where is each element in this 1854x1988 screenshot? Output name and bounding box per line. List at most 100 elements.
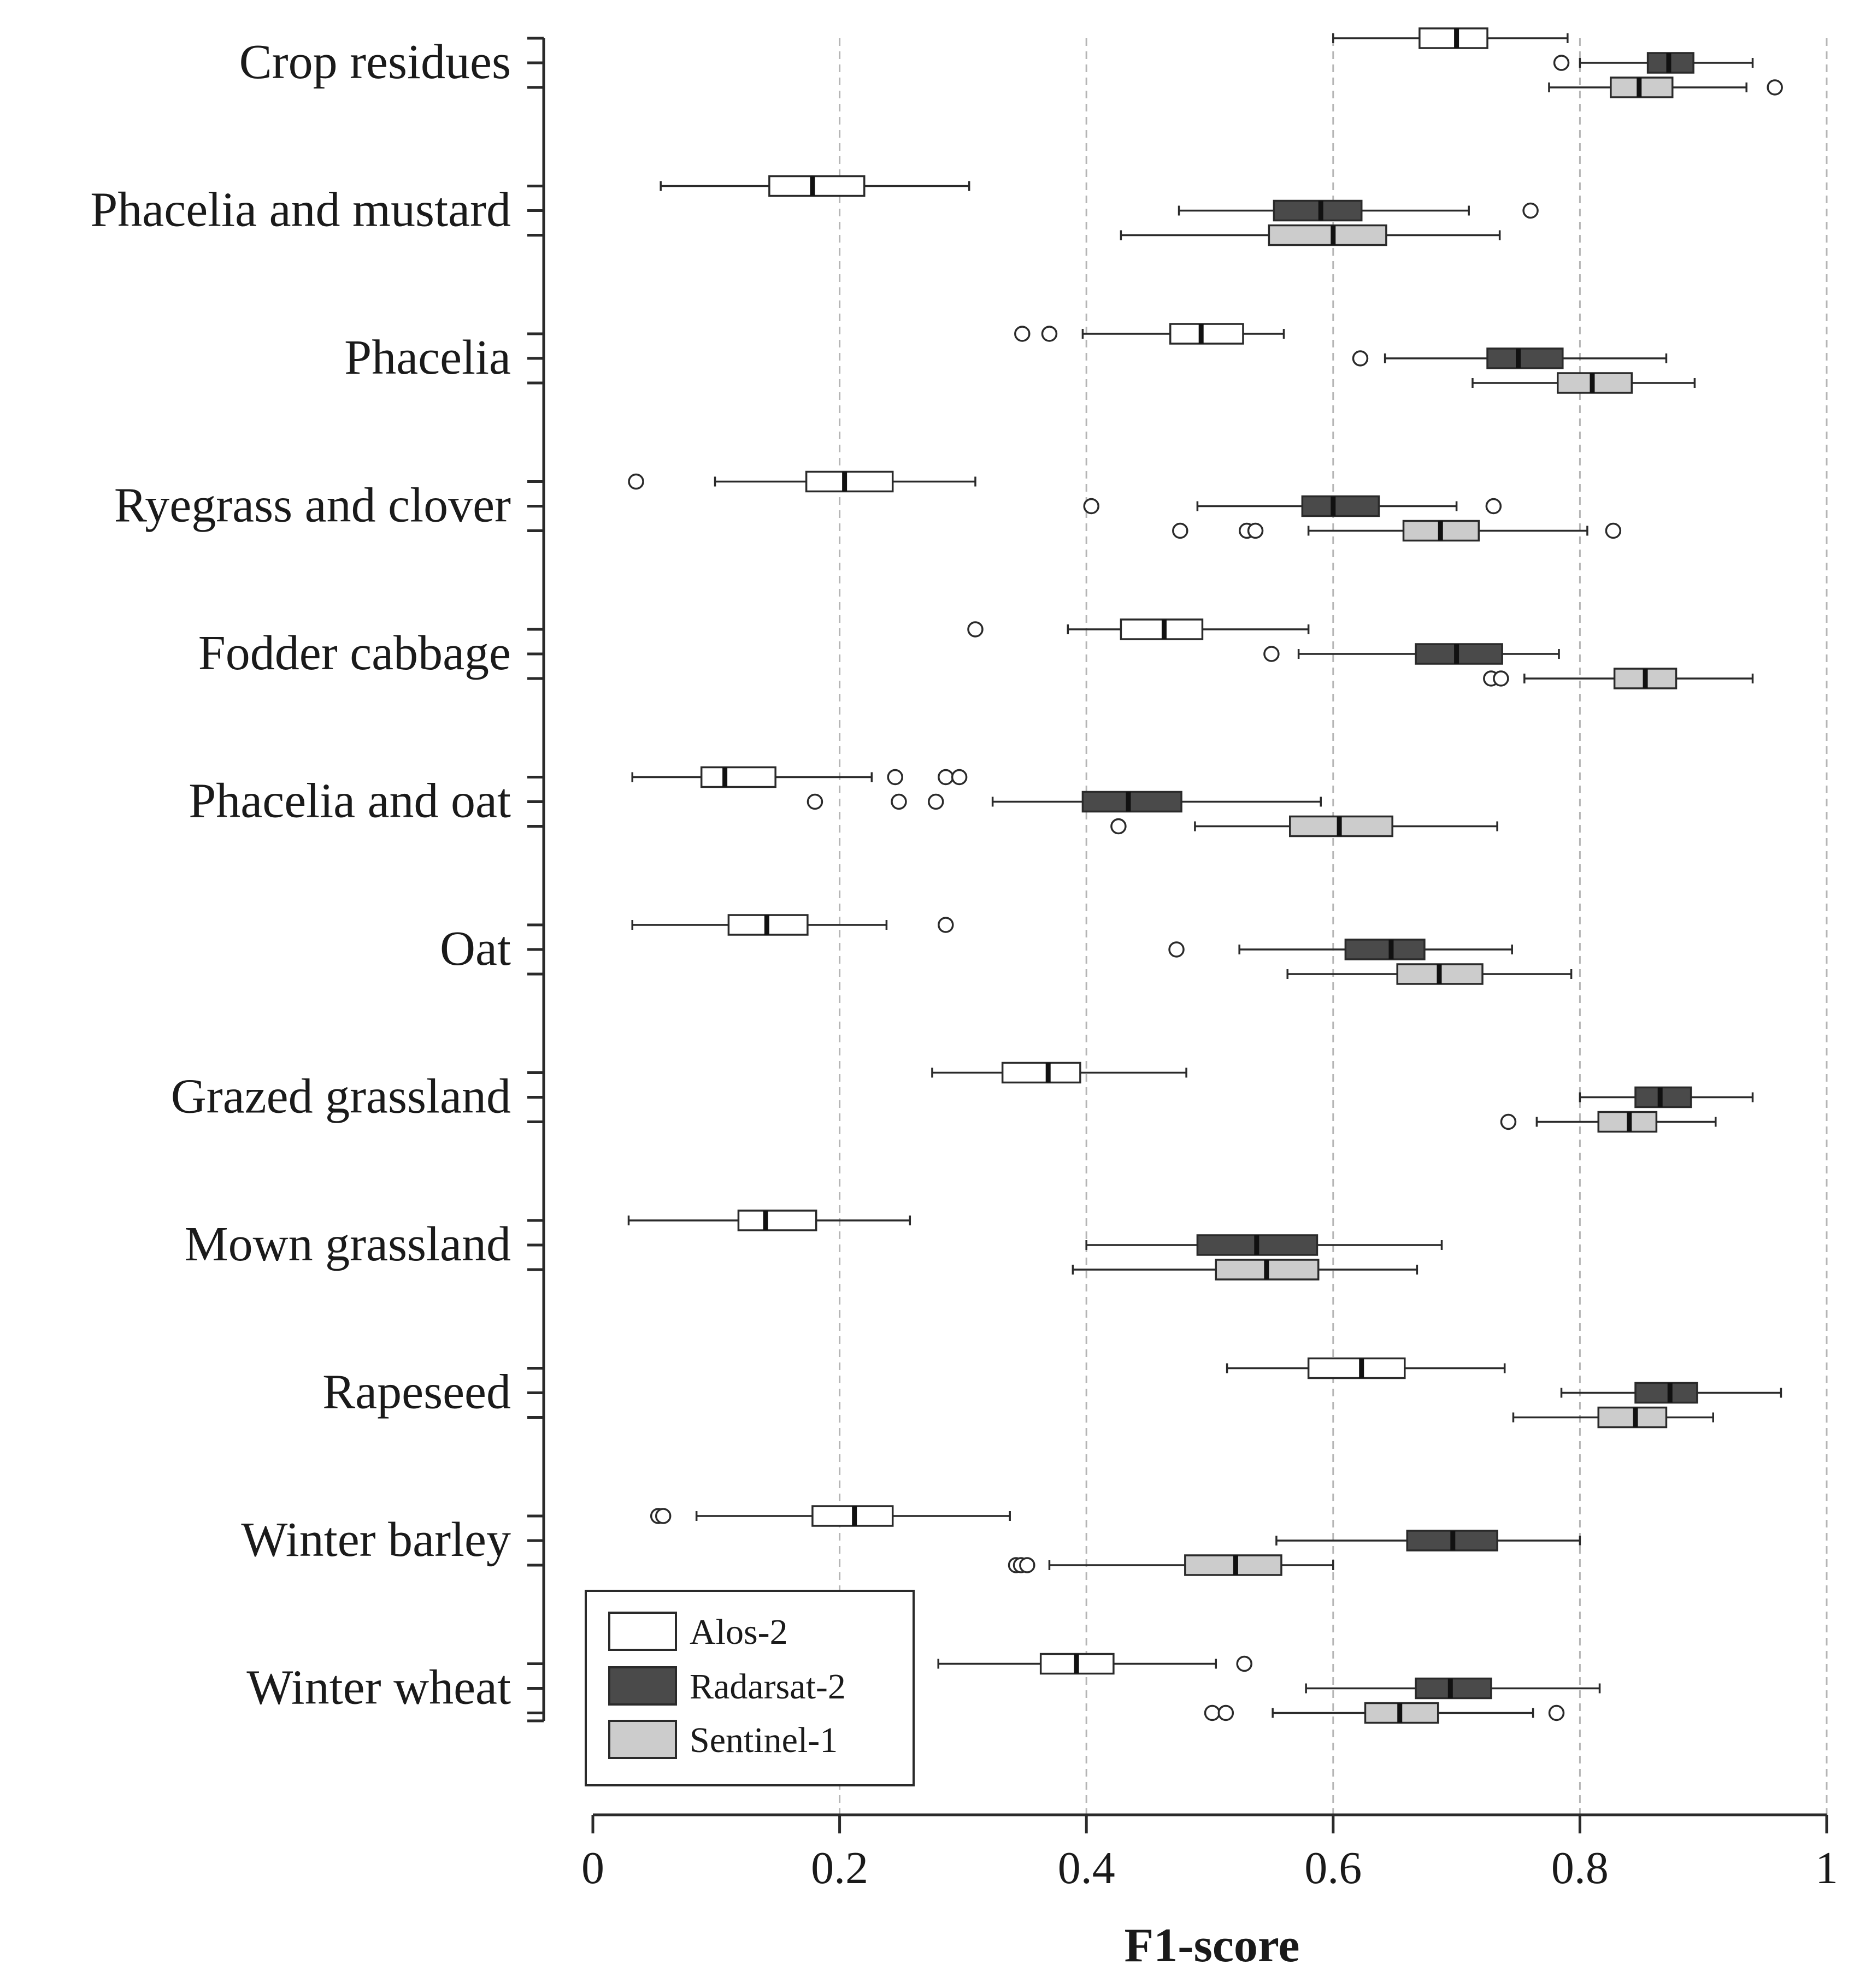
x-tick-label-5: 1: [1815, 1843, 1838, 1893]
outlier-phacelia-and-oat-alos-2-1: [938, 769, 954, 786]
category-label-fodder-cabbage: Fodder cabbage: [198, 626, 511, 680]
legend-swatch-alos-2: [608, 1612, 677, 1651]
box-phacelia-sentinel-1: [1557, 372, 1633, 394]
outlier-ryegrass-and-clover-sentinel-1-0: [1172, 522, 1188, 539]
box-oat-radarsat-2: [1344, 939, 1426, 960]
category-label-winter-barley: Winter barley: [241, 1513, 511, 1567]
category-label-grazed-grassland: Grazed grassland: [171, 1070, 511, 1124]
legend-item-alos-2: Alos-2: [608, 1612, 788, 1652]
category-group-rapeseed: [1226, 1357, 1782, 1429]
box-phacelia-and-mustard-radarsat-2: [1273, 199, 1363, 222]
y-axis: [527, 37, 545, 1722]
box-phacelia-alos-2: [1169, 323, 1244, 345]
outlier-phacelia-alos-2-0: [1014, 326, 1031, 342]
outlier-phacelia-and-oat-sentinel-1-0: [1110, 818, 1127, 835]
outlier-grazed-grassland-sentinel-1-0: [1500, 1113, 1517, 1130]
category-group-grazed-grassland: [931, 1061, 1754, 1133]
box-grazed-grassland-alos-2: [1001, 1061, 1081, 1084]
outlier-ryegrass-and-clover-sentinel-1-3: [1605, 522, 1622, 539]
box-rapeseed-sentinel-1: [1597, 1406, 1668, 1429]
outlier-oat-radarsat-2-0: [1168, 941, 1185, 958]
box-phacelia-radarsat-2: [1486, 347, 1564, 369]
category-label-crop-residues: Crop residues: [239, 35, 511, 89]
category-label-phacelia-and-mustard: Phacelia and mustard: [90, 183, 511, 237]
category-label-ryegrass-and-clover: Ryegrass and clover: [114, 479, 511, 533]
box-fodder-cabbage-alos-2: [1120, 618, 1204, 640]
grid-lines: [839, 38, 1828, 1815]
box-mown-grassland-alos-2: [737, 1210, 817, 1231]
category-group-winter-barley: [650, 1505, 1581, 1576]
outlier-phacelia-radarsat-2-0: [1352, 350, 1369, 367]
outlier-winter-wheat-sentinel-1-1: [1217, 1704, 1234, 1721]
category-group-phacelia-and-oat: [631, 766, 1498, 837]
category-label-oat: Oat: [440, 922, 511, 976]
category-label-phacelia: Phacelia: [344, 331, 511, 385]
outlier-phacelia-and-oat-radarsat-2-1: [891, 793, 907, 810]
box-winter-barley-sentinel-1: [1184, 1554, 1282, 1576]
outlier-phacelia-and-oat-radarsat-2-2: [927, 793, 944, 810]
outlier-winter-wheat-sentinel-1-0: [1204, 1704, 1221, 1721]
x-tick-label-4: 0.8: [1551, 1843, 1609, 1893]
x-axis: 0 0.2 0.4 0.6 0.8 1: [581, 1813, 1838, 1893]
box-plots: [627, 27, 1783, 1724]
outlier-crop-residues-sentinel-1-0: [1767, 79, 1783, 96]
box-rapeseed-radarsat-2: [1634, 1382, 1698, 1404]
category-label-phacelia-and-oat: Phacelia and oat: [189, 774, 511, 828]
legend-item-sentinel-1: Sentinel-1: [608, 1720, 838, 1760]
category-label-mown-grassland: Mown grassland: [185, 1217, 511, 1271]
legend-swatch-radarsat-2: [608, 1666, 677, 1706]
box-rapeseed-alos-2: [1307, 1357, 1406, 1379]
outlier-fodder-cabbage-alos-2-0: [967, 621, 984, 638]
box-phacelia-and-mustard-alos-2: [768, 175, 866, 197]
category-group-phacelia: [1014, 323, 1696, 394]
outlier-ryegrass-and-clover-radarsat-2-0: [1083, 498, 1099, 515]
box-ryegrass-and-clover-alos-2: [805, 470, 894, 493]
category-group-ryegrass-and-clover: [628, 470, 1622, 542]
outlier-phacelia-and-oat-alos-2-0: [887, 769, 903, 786]
box-winter-wheat-radarsat-2: [1415, 1677, 1492, 1700]
category-label-rapeseed: Rapeseed: [322, 1365, 511, 1419]
x-tick-label-0: 0: [581, 1843, 604, 1893]
outlier-fodder-cabbage-radarsat-2-0: [1263, 646, 1280, 662]
box-phacelia-and-oat-alos-2: [700, 766, 776, 788]
x-axis-title: F1-score: [1125, 1919, 1300, 1972]
box-ryegrass-and-clover-radarsat-2: [1301, 495, 1380, 517]
box-crop-residues-alos-2: [1419, 27, 1488, 49]
legend-item-radarsat-2: Radarsat-2: [608, 1666, 846, 1707]
box-crop-residues-sentinel-1: [1610, 76, 1674, 98]
box-phacelia-and-mustard-sentinel-1: [1268, 224, 1387, 246]
outlier-phacelia-and-oat-alos-2-2: [951, 769, 968, 786]
outlier-phacelia-and-oat-radarsat-2-0: [807, 793, 823, 810]
outlier-phacelia-alos-2-1: [1041, 326, 1058, 342]
category-group-fodder-cabbage: [967, 618, 1754, 689]
box-grazed-grassland-radarsat-2: [1634, 1086, 1692, 1108]
legend-label-sentinel-1: Sentinel-1: [690, 1720, 838, 1760]
outlier-winter-barley-alos-2-1: [655, 1508, 672, 1524]
outlier-ryegrass-and-clover-alos-2-0: [628, 473, 644, 490]
category-labels: Crop residues Phacelia and mustard Phaceli…: [90, 35, 511, 1715]
category-group-crop-residues: [1332, 27, 1783, 98]
box-fodder-cabbage-radarsat-2: [1415, 643, 1503, 665]
outlier-oat-alos-2-0: [938, 917, 954, 933]
category-label-winter-wheat: Winter wheat: [246, 1661, 511, 1715]
x-tick-label-2: 0.4: [1058, 1843, 1115, 1893]
box-phacelia-and-oat-radarsat-2: [1081, 791, 1182, 813]
x-tick-label-3: 0.6: [1304, 1843, 1362, 1893]
outlier-crop-residues-radarsat-2-0: [1553, 55, 1570, 71]
category-group-mown-grassland: [627, 1210, 1443, 1281]
outlier-winter-barley-sentinel-1-2: [1019, 1557, 1035, 1573]
legend-label-radarsat-2: Radarsat-2: [690, 1667, 846, 1707]
outlier-winter-wheat-alos-2-0: [1236, 1655, 1252, 1672]
legend-swatch-sentinel-1: [608, 1720, 677, 1759]
category-group-winter-wheat: [937, 1653, 1601, 1724]
legend-label-alos-2: Alos-2: [690, 1612, 788, 1652]
outlier-phacelia-and-mustard-radarsat-2-0: [1522, 202, 1539, 219]
category-group-phacelia-and-mustard: [660, 175, 1539, 246]
outlier-ryegrass-and-clover-sentinel-1-2: [1247, 522, 1264, 539]
outlier-winter-wheat-sentinel-1-2: [1548, 1704, 1565, 1721]
category-group-oat: [631, 914, 1573, 985]
x-tick-label-1: 0.2: [811, 1843, 868, 1893]
outlier-ryegrass-and-clover-radarsat-2-1: [1485, 498, 1502, 515]
outlier-fodder-cabbage-sentinel-1-1: [1493, 670, 1509, 687]
